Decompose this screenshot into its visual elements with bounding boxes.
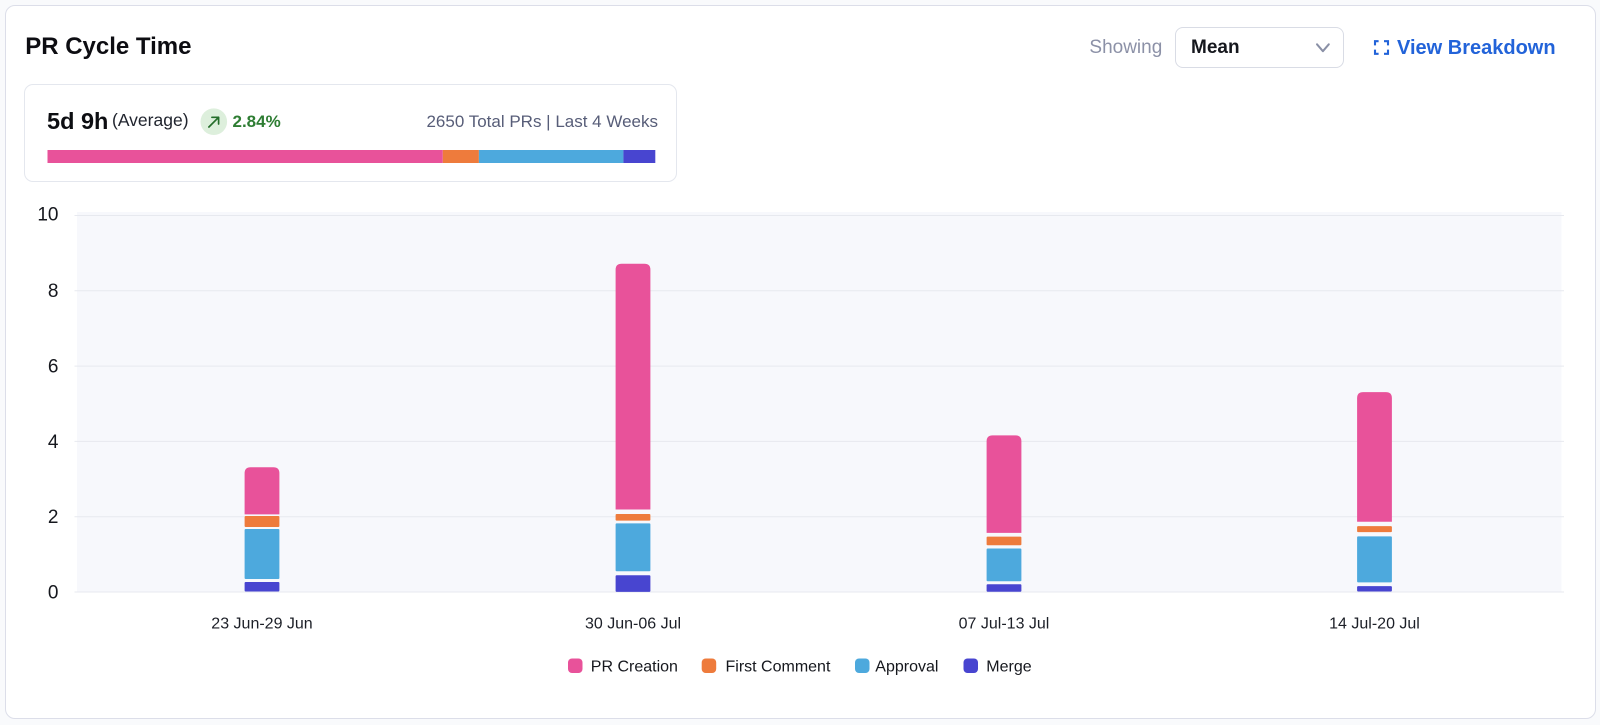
- svg-text:30 Jun-06 Jul: 30 Jun-06 Jul: [585, 616, 681, 633]
- svg-text:14 Jul-20 Jul: 14 Jul-20 Jul: [1329, 616, 1420, 633]
- svg-text:2: 2: [48, 507, 59, 528]
- svg-text:10: 10: [37, 204, 58, 225]
- svg-text:8: 8: [48, 281, 59, 302]
- svg-text:23 Jun-29 Jun: 23 Jun-29 Jun: [211, 616, 312, 633]
- svg-text:07 Jul-13 Jul: 07 Jul-13 Jul: [959, 616, 1050, 633]
- svg-text:Merge: Merge: [986, 659, 1031, 676]
- svg-text:0: 0: [48, 582, 59, 603]
- svg-text:First Comment: First Comment: [726, 659, 831, 676]
- svg-text:PR Creation: PR Creation: [591, 659, 678, 676]
- svg-text:4: 4: [48, 432, 59, 453]
- svg-text:Approval: Approval: [875, 659, 938, 676]
- svg-text:6: 6: [48, 357, 59, 378]
